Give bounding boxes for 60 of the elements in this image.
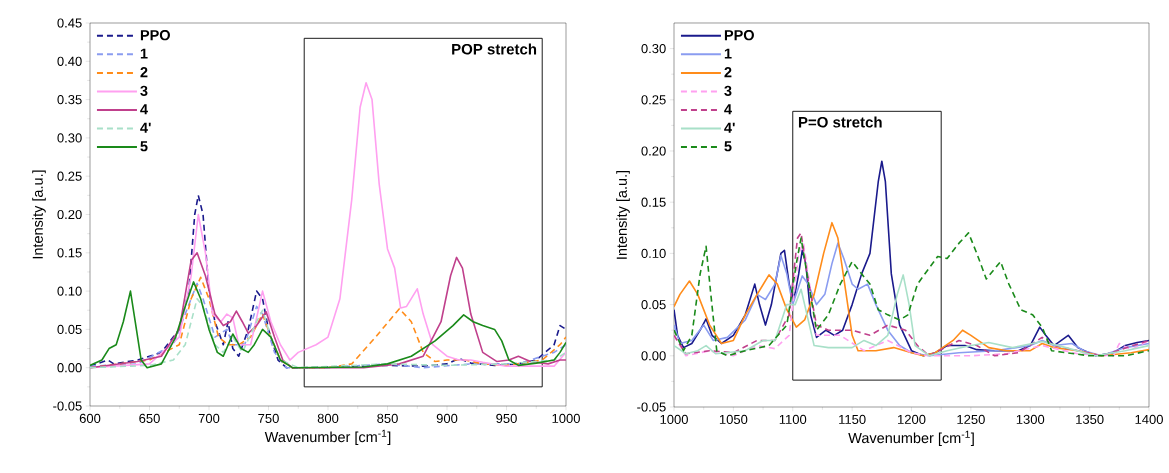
legend-label: 2 xyxy=(724,67,732,78)
y-tick-label: -0.05 xyxy=(53,401,82,411)
y-tick-label: 0.30 xyxy=(57,133,82,143)
x-tick-label: 1400 xyxy=(1135,414,1163,424)
y-tick-label: 0.05 xyxy=(641,300,666,310)
x-axis-title: Wavenumber [cm$^{-1}$] xyxy=(848,430,974,447)
y-tick-label: 0.45 xyxy=(57,18,82,28)
y-tick-label: 0.40 xyxy=(57,56,82,66)
y-tick-label: 0.15 xyxy=(57,248,82,258)
legend-label: 3 xyxy=(724,85,732,96)
y-tick-label: 0.20 xyxy=(641,146,666,156)
x-tick-label: 800 xyxy=(317,413,339,423)
x-tick-label: 600 xyxy=(79,413,101,423)
x-tick-label: 1000 xyxy=(660,414,688,424)
legend-label: 4 xyxy=(724,104,732,115)
y-tick-label: 0.30 xyxy=(641,43,666,54)
band-label: P=O stretch xyxy=(798,116,882,128)
y-tick-label: 0.00 xyxy=(641,351,666,361)
legend-label: PPO xyxy=(140,30,170,41)
x-tick-label: 850 xyxy=(377,413,398,423)
y-tick-label: 0.10 xyxy=(57,286,82,296)
legend-label: PPO xyxy=(724,30,754,41)
line-series xyxy=(90,297,566,369)
x-tick-label: 750 xyxy=(258,413,279,423)
x-tick-label: 1300 xyxy=(1016,414,1045,424)
x-axis-title: Wavenumber [cm$^{-1}$] xyxy=(264,429,391,446)
band-label: POP stretch xyxy=(452,43,537,55)
legend-label: 2 xyxy=(140,67,148,78)
y-tick-label: 0.20 xyxy=(57,209,82,220)
y-tick-label: 0.05 xyxy=(57,324,82,334)
y-tick-label: 0.35 xyxy=(57,95,82,105)
legend-label: 4 xyxy=(140,104,148,115)
legend-label: 4' xyxy=(724,122,735,133)
y-tick-label: 0.25 xyxy=(641,95,666,105)
legend-label: 4' xyxy=(140,122,151,133)
x-tick-label: 1200 xyxy=(898,414,926,424)
y-axis-title: Intensity [a.u.] xyxy=(616,170,630,259)
x-tick-label: 1350 xyxy=(1076,414,1104,424)
x-tick-label: 1250 xyxy=(957,414,985,424)
legend-label: 1 xyxy=(140,48,148,59)
x-tick-label: 1000 xyxy=(552,413,580,423)
legend-label: 1 xyxy=(724,48,732,59)
x-tick-label: 900 xyxy=(436,413,458,423)
y-tick-label: 0.00 xyxy=(57,363,82,373)
x-tick-label: 1150 xyxy=(839,414,866,424)
x-tick-label: 650 xyxy=(139,413,160,423)
x-tick-label: 1050 xyxy=(719,414,748,424)
legend-label: 5 xyxy=(140,141,148,152)
legend-label: 3 xyxy=(140,85,148,96)
y-tick-label: 0.25 xyxy=(57,171,82,181)
line-series xyxy=(90,252,566,369)
y-tick-label: -0.05 xyxy=(637,402,666,412)
line-series xyxy=(674,274,1150,357)
y-tick-label: 0.10 xyxy=(641,248,666,258)
x-tick-label: 700 xyxy=(198,413,220,423)
y-tick-label: 0.15 xyxy=(641,197,666,207)
legend-label: 5 xyxy=(724,141,732,152)
x-tick-label: 1100 xyxy=(779,414,807,424)
x-tick-label: 950 xyxy=(496,413,517,423)
y-axis-title: Intensity [a.u.] xyxy=(32,170,46,259)
